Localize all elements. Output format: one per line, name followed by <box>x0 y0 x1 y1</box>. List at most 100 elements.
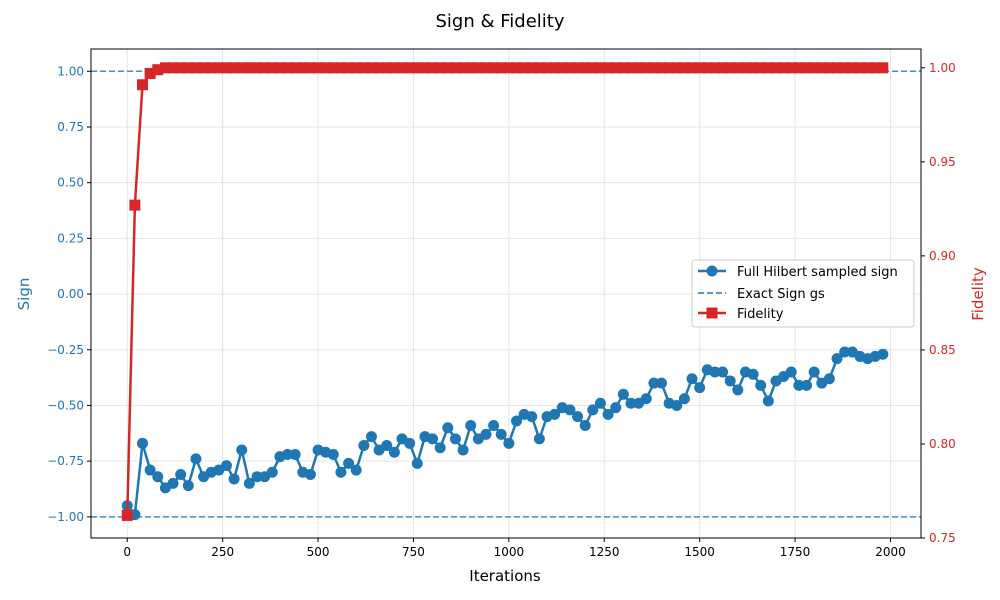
fidelity-point <box>365 62 377 74</box>
fidelity-point <box>213 62 225 74</box>
x-tick-label: 2000 <box>875 545 906 559</box>
sign-point <box>808 366 820 378</box>
fidelity-point <box>549 62 561 74</box>
sign-point <box>587 404 599 416</box>
fidelity-point <box>320 62 332 74</box>
fidelity-point <box>717 62 729 74</box>
fidelity-point <box>747 62 759 74</box>
x-tick-label: 1500 <box>684 545 715 559</box>
sign-point <box>801 379 813 391</box>
sign-point <box>175 469 187 481</box>
fidelity-point <box>823 62 835 74</box>
sign-point <box>404 437 416 449</box>
fidelity-point <box>175 62 187 74</box>
sign-point <box>877 348 889 360</box>
sign-point <box>381 440 393 452</box>
fidelity-point <box>137 79 149 91</box>
sign-point <box>236 444 248 456</box>
fidelity-point <box>846 62 858 74</box>
x-tick-label: 250 <box>211 545 234 559</box>
sign-point <box>617 388 629 400</box>
y-left-tick-label: −0.75 <box>47 454 84 468</box>
fidelity-point <box>587 62 599 74</box>
sign-point <box>640 393 652 405</box>
fidelity-point <box>686 62 698 74</box>
y-left-tick-label: −0.50 <box>47 398 84 412</box>
legend-label: Full Hilbert sampled sign <box>737 265 898 280</box>
fidelity-point <box>831 62 843 74</box>
fidelity-point <box>694 62 706 74</box>
fidelity-point <box>663 62 675 74</box>
x-tick-label: 1750 <box>780 545 811 559</box>
fidelity-point <box>427 62 439 74</box>
fidelity-point <box>533 62 545 74</box>
sign-point <box>625 397 637 409</box>
sign-point <box>678 393 690 405</box>
sign-point <box>388 446 400 458</box>
sign-point <box>304 469 316 481</box>
sign-point <box>152 471 164 483</box>
y-axis-right-title: Fidelity <box>969 267 987 321</box>
sign-point <box>335 466 347 478</box>
legend-label: Fidelity <box>737 307 784 322</box>
sign-series <box>121 346 889 521</box>
fidelity-point <box>869 62 881 74</box>
fidelity-point <box>449 62 461 74</box>
sign-point <box>411 457 423 469</box>
fidelity-point <box>289 62 301 74</box>
sign-point <box>533 433 545 445</box>
y-axis-left: −1.00 −0.75 −0.50 −0.25 0.00 0.25 0.50 0.75 1.00 <box>47 64 91 524</box>
sign-point <box>289 448 301 460</box>
fidelity-series <box>121 62 889 521</box>
sign-point <box>144 464 156 476</box>
sign-point <box>488 419 500 431</box>
y-right-tick-label: 0.85 <box>929 343 956 357</box>
y-left-tick-label: 1.00 <box>57 64 84 78</box>
y-right-tick-label: 0.90 <box>929 249 956 263</box>
fidelity-point <box>579 62 591 74</box>
sign-point <box>434 442 446 454</box>
y-right-tick-label: 0.80 <box>929 437 956 451</box>
sign-point <box>823 373 835 385</box>
fidelity-point <box>625 62 637 74</box>
fidelity-point <box>266 62 278 74</box>
fidelity-point <box>503 62 515 74</box>
fidelity-point <box>785 62 797 74</box>
legend-fidelity-marker <box>706 307 718 319</box>
sign-point <box>480 428 492 440</box>
sign-point <box>327 448 339 460</box>
y-right-tick-label: 0.95 <box>929 155 956 169</box>
sign-point <box>594 397 606 409</box>
fidelity-point <box>121 509 133 521</box>
x-tick-label: 0 <box>123 545 131 559</box>
fidelity-point <box>480 62 492 74</box>
y-left-tick-label: 0.00 <box>57 287 84 301</box>
sign-point <box>564 404 576 416</box>
sign-point <box>747 368 759 380</box>
sign-point <box>762 395 774 407</box>
fidelity-point <box>671 62 683 74</box>
fidelity-point <box>304 62 316 74</box>
fidelity-point <box>510 62 522 74</box>
fidelity-point <box>610 62 622 74</box>
fidelity-point <box>205 62 217 74</box>
fidelity-point <box>442 62 454 74</box>
sign-point <box>358 440 370 452</box>
sign-point <box>602 408 614 420</box>
fidelity-point <box>518 62 530 74</box>
fidelity-point <box>656 62 668 74</box>
legend-sign-marker <box>706 265 718 277</box>
fidelity-point <box>617 62 629 74</box>
fidelity-point <box>228 62 240 74</box>
sign-point <box>442 422 454 434</box>
y-left-tick-label: 0.50 <box>57 176 84 190</box>
sign-point <box>572 411 584 423</box>
fidelity-point <box>381 62 393 74</box>
sign-point <box>656 377 668 389</box>
fidelity-point <box>243 62 255 74</box>
fidelity-point <box>404 62 416 74</box>
fidelity-point <box>640 62 652 74</box>
fidelity-point <box>778 62 790 74</box>
x-tick-label: 1000 <box>494 545 525 559</box>
sign-point <box>365 431 377 443</box>
